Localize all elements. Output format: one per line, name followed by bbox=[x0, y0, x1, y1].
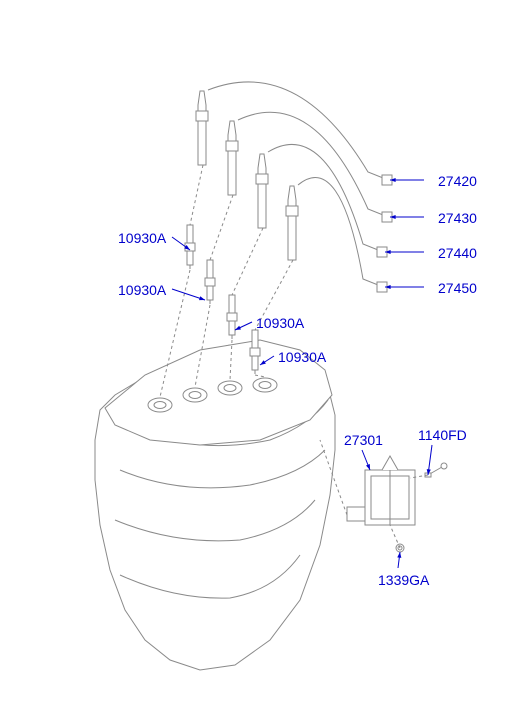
parts-diagram: 2742027430274402745010930A10930A10930A10… bbox=[0, 0, 532, 727]
diagram-svg bbox=[0, 0, 532, 727]
